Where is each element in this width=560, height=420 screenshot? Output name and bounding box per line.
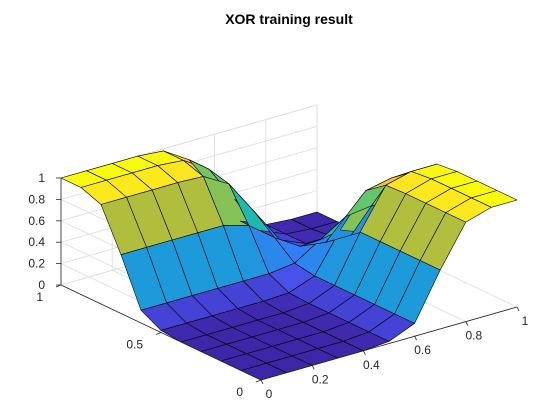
z-tick-label: 0.6 — [28, 214, 45, 228]
x-tick-mark — [311, 365, 315, 370]
x-tick-label: 0 — [266, 387, 273, 401]
x-tick-mark — [465, 321, 469, 326]
x-tick-mark — [363, 350, 366, 355]
z-tick-label: 0 — [38, 278, 45, 292]
x-axis-line — [260, 306, 518, 381]
x-tick-label: 0.2 — [312, 372, 329, 386]
x-tick-label: 0.4 — [363, 358, 380, 372]
axes-frame — [55, 177, 520, 385]
surface-mesh — [60, 150, 518, 381]
x-tick-mark — [414, 336, 417, 341]
y-tick-label: 0.5 — [126, 338, 143, 352]
surface-face — [471, 190, 518, 208]
x-tick-label: 1 — [522, 314, 529, 328]
z-tick-label: 0.2 — [28, 257, 45, 271]
x-tick-label: 0.6 — [414, 343, 431, 357]
z-tick-label: 1 — [38, 171, 45, 185]
chart-title: XOR training result — [225, 11, 353, 27]
x-tick-mark — [260, 379, 264, 385]
z-tick-label: 0.4 — [28, 235, 45, 249]
z-tick-label: 0.8 — [28, 192, 45, 206]
y-tick-mark — [255, 379, 262, 383]
y-tick-label: 0 — [236, 385, 243, 399]
x-tick-mark — [516, 306, 520, 312]
y-tick-mark — [155, 332, 162, 335]
y-tick-label: 1 — [36, 290, 43, 304]
x-tick-label: 0.8 — [465, 329, 482, 343]
